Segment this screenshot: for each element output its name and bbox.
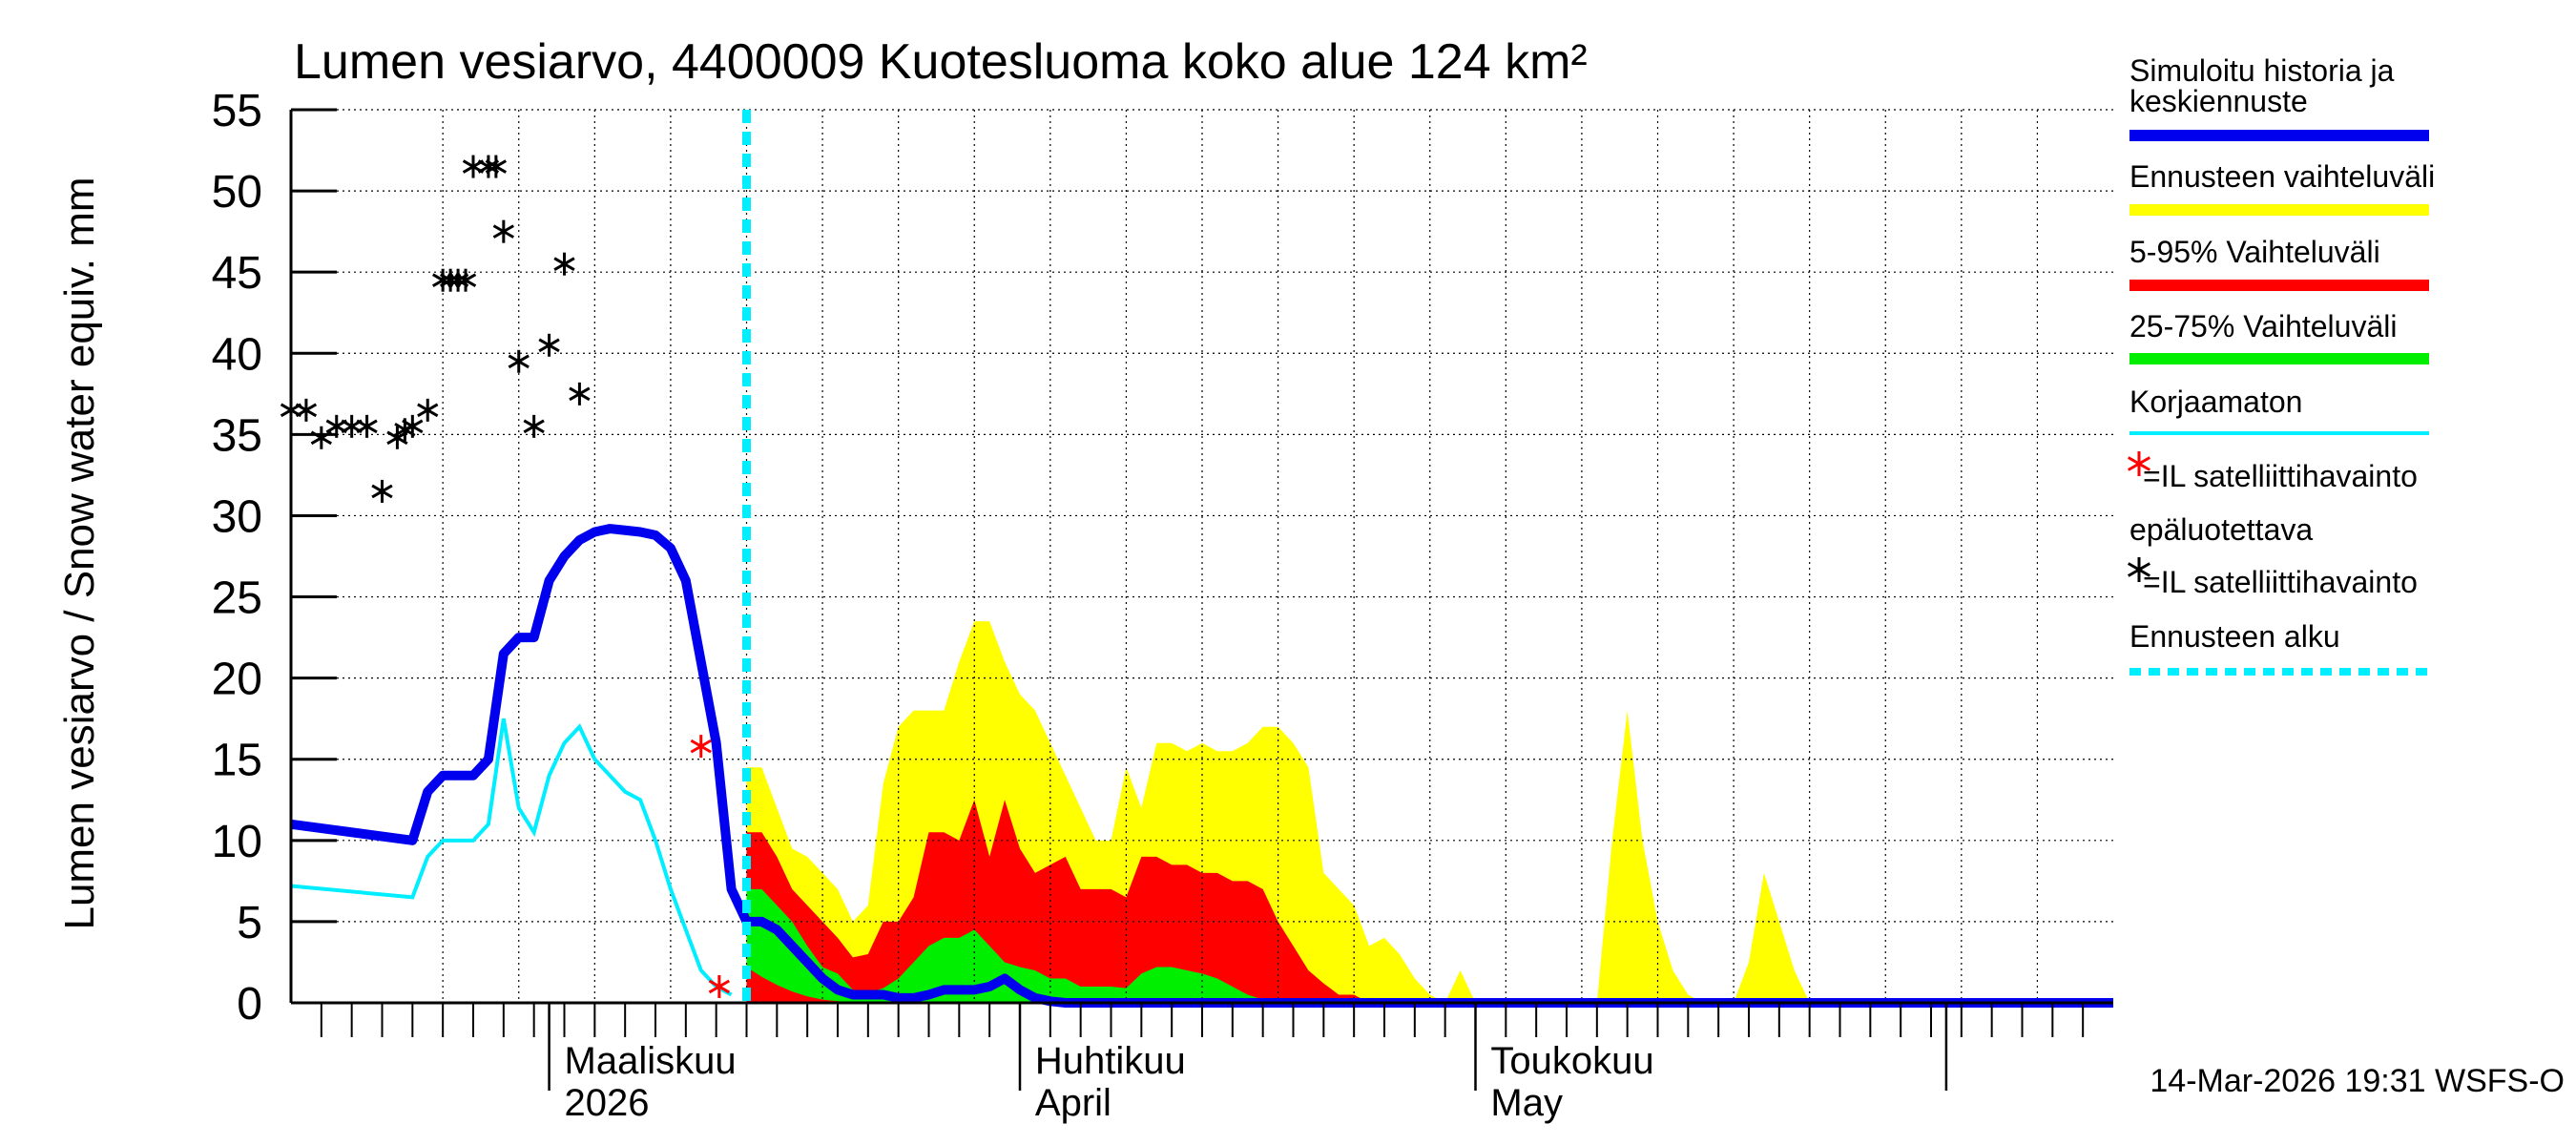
sat-obs-marker [402,414,424,438]
sat-obs-marker [371,479,393,503]
chart-title: Lumen vesiarvo, 4400009 Kuotesluoma koko… [294,34,1588,90]
sat-obs-marker [462,155,485,178]
x-year-label: April [1035,1082,1111,1124]
legend-label-unreliable: =IL satelliittihavainto [2143,459,2418,493]
sat-obs-marker [538,333,560,357]
sat-obs-marker [523,414,545,438]
legend-label-simulated: Simuloitu historia ja [2129,53,2395,88]
legend-label-25-75: 25-75% Vaihteluväli [2129,309,2397,344]
x-month-label: Huhtikuu [1035,1040,1186,1082]
x-month-label: Maaliskuu [565,1040,737,1082]
legend-label-forecast-start: Ennusteen alku [2129,619,2340,654]
sat-obs-unreliable-marker [690,735,712,759]
legend-star-sat [2127,557,2151,582]
y-axis-label: Lumen vesiarvo / Snow water equiv. mm [56,177,103,929]
x-month-label: Toukokuu [1490,1040,1653,1082]
y-tick-label: 30 [212,491,262,542]
band-red-lower [746,967,853,1003]
legend-label-simulated-2: keskiennuste [2129,84,2308,118]
sat-obs-marker [341,414,363,438]
uncorrected-line [290,718,733,997]
y-tick-label: 10 [212,817,262,867]
sat-obs-marker [454,268,477,292]
sat-obs-marker [485,155,508,178]
sat-obs-marker [295,398,318,422]
legend-label-sat: =IL satelliittihavainto [2143,565,2418,599]
series-lines [290,110,2113,1008]
sat-obs-marker [508,349,530,373]
grid-lines [291,109,2113,1003]
legend-label-uncorrected: Korjaamaton [2129,385,2302,419]
sat-obs-marker [417,398,439,422]
satellite-observations [280,155,730,998]
y-tick-label: 25 [212,573,262,624]
y-tick-label: 50 [212,167,262,218]
legend-label-unreliable-2: epäluotettava [2129,512,2313,547]
sat-obs-marker [553,252,575,276]
legend-label-5-95: 5-95% Vaihteluväli [2129,235,2380,269]
y-tick-label: 5 [237,898,262,948]
y-tick-label: 45 [212,248,262,299]
legend-star-unreliable [2127,451,2151,476]
sat-obs-unreliable-marker [708,974,730,998]
y-tick-label: 15 [212,736,262,786]
x-year-label: 2026 [565,1082,650,1124]
y-tick-label: 35 [212,410,262,461]
legend-label-range: Ennusteen vaihteluväli [2129,159,2435,194]
y-tick-label: 55 [212,86,262,136]
sat-obs-marker [492,219,514,243]
y-tick-label: 20 [212,655,262,705]
x-year-label: May [1490,1082,1563,1124]
y-tick-label: 0 [237,979,262,1030]
y-tick-label: 40 [212,329,262,380]
sat-obs-marker [356,414,378,438]
sat-obs-marker [569,382,591,406]
simulated-line [290,524,2113,1008]
footer-timestamp: 14-Mar-2026 19:31 WSFS-O [2150,1063,2565,1099]
band-red-5-95 [746,800,2113,1003]
